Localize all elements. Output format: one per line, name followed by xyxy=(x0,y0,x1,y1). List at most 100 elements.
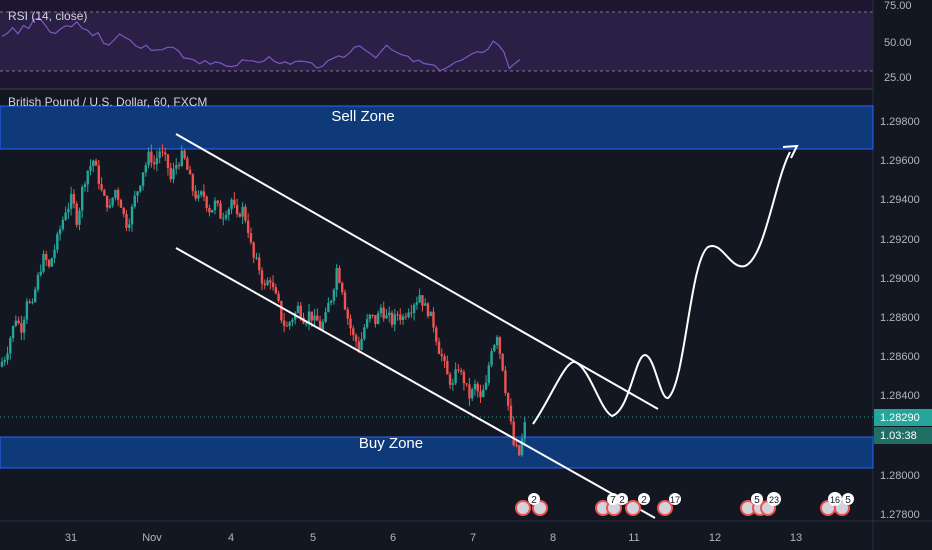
candle-body xyxy=(260,270,264,284)
candle-body xyxy=(501,353,504,371)
candle-body xyxy=(396,314,399,316)
candle-body xyxy=(401,316,405,320)
candle-body xyxy=(20,323,23,333)
candle-body xyxy=(108,205,112,208)
candle-body xyxy=(0,361,4,367)
candle-body xyxy=(368,314,372,320)
candle-body xyxy=(17,320,20,324)
candle-body xyxy=(114,189,117,198)
candle-body xyxy=(255,257,258,259)
time-label: 13 xyxy=(790,532,802,544)
rsi-line xyxy=(1,17,521,72)
candle-body xyxy=(512,421,515,446)
candle-body xyxy=(365,319,369,328)
candle-body xyxy=(437,341,441,355)
candle-body xyxy=(376,313,380,324)
candle-body xyxy=(92,160,95,167)
candle-body xyxy=(518,445,521,456)
candle-body xyxy=(235,204,239,214)
flag-icon[interactable]: 17 xyxy=(657,493,681,516)
candle-body xyxy=(81,186,84,211)
price-tick: 1.29800 xyxy=(880,116,920,128)
candle-body xyxy=(341,282,344,293)
candle-body xyxy=(158,151,161,158)
rsi-band xyxy=(0,12,873,71)
candle-body xyxy=(493,345,496,352)
candle-body xyxy=(150,151,153,163)
candle-body xyxy=(484,382,488,390)
candle-body xyxy=(175,164,178,169)
candle-body xyxy=(479,391,482,398)
candle-body xyxy=(238,213,242,217)
symbol-title[interactable]: British Pound / U.S. Dollar, 60, FXCM xyxy=(8,95,207,109)
candle-body xyxy=(222,218,225,220)
candle-body xyxy=(6,353,9,360)
candle-body xyxy=(412,304,416,313)
buy-zone-rect[interactable] xyxy=(0,436,874,469)
flag-icon[interactable]: 2 xyxy=(515,493,548,516)
candle-body xyxy=(410,312,413,314)
candle-body xyxy=(50,258,53,267)
candle-body xyxy=(371,314,374,316)
candle-body xyxy=(172,168,175,180)
candle-body xyxy=(435,327,438,342)
candle-body xyxy=(487,365,491,383)
candle-body xyxy=(33,289,37,302)
countdown-badge xyxy=(874,427,932,444)
candle-body xyxy=(310,311,313,321)
candle-body xyxy=(155,157,159,165)
flag-icon[interactable]: 16 5 xyxy=(820,492,854,516)
candle-body xyxy=(468,384,471,399)
candle-body xyxy=(83,184,87,187)
candle-body xyxy=(277,293,280,301)
event-count: 2 xyxy=(641,495,647,506)
price-tick: 1.29000 xyxy=(880,273,920,285)
rsi-legend[interactable]: RSI (14, close) xyxy=(8,9,87,23)
candle-body xyxy=(266,280,269,286)
candle-body xyxy=(144,165,148,173)
candle-body xyxy=(332,289,336,301)
candle-body xyxy=(45,254,48,260)
candle-body xyxy=(39,271,42,275)
candle-body xyxy=(443,356,446,361)
projection-arrow-icon xyxy=(782,144,799,159)
price-tick: 1.29400 xyxy=(880,194,920,206)
projection-path[interactable] xyxy=(532,151,791,425)
time-label: 31 xyxy=(65,532,77,544)
candle-body xyxy=(329,300,333,303)
candle-body xyxy=(3,359,6,362)
flag-icon[interactable]: 5 23 xyxy=(740,492,781,516)
time-label: Nov xyxy=(142,532,162,544)
event-flags[interactable]: 2 7 2 2 17 5 23 xyxy=(515,492,854,516)
sell-zone-rect[interactable] xyxy=(0,105,874,150)
candle-body xyxy=(451,383,455,385)
channel-lower-line[interactable] xyxy=(175,247,656,519)
candle-body xyxy=(197,194,200,199)
flag-icon[interactable]: 7 2 2 xyxy=(595,493,650,516)
candle-body xyxy=(130,206,134,225)
candle-body xyxy=(349,318,352,329)
candle-body xyxy=(454,369,457,384)
candle-body xyxy=(64,212,67,220)
event-count: 5 xyxy=(754,495,760,506)
candle-body xyxy=(42,254,45,272)
candle-body xyxy=(163,152,167,155)
candle-body xyxy=(180,150,183,166)
candle-body xyxy=(116,189,120,200)
candles-layer xyxy=(0,144,526,457)
candle-body xyxy=(363,327,366,340)
candle-body xyxy=(327,302,330,313)
candle-body xyxy=(224,214,228,219)
current-price-value: 1.28290 xyxy=(880,412,920,424)
candle-body xyxy=(128,224,131,228)
candle-body xyxy=(504,370,507,393)
candle-body xyxy=(69,194,73,209)
candle-body xyxy=(216,200,219,204)
event-count: 7 xyxy=(610,495,616,506)
time-label: 12 xyxy=(709,532,721,544)
candle-body xyxy=(360,339,363,350)
candle-body xyxy=(318,320,322,330)
candle-body xyxy=(230,199,233,210)
